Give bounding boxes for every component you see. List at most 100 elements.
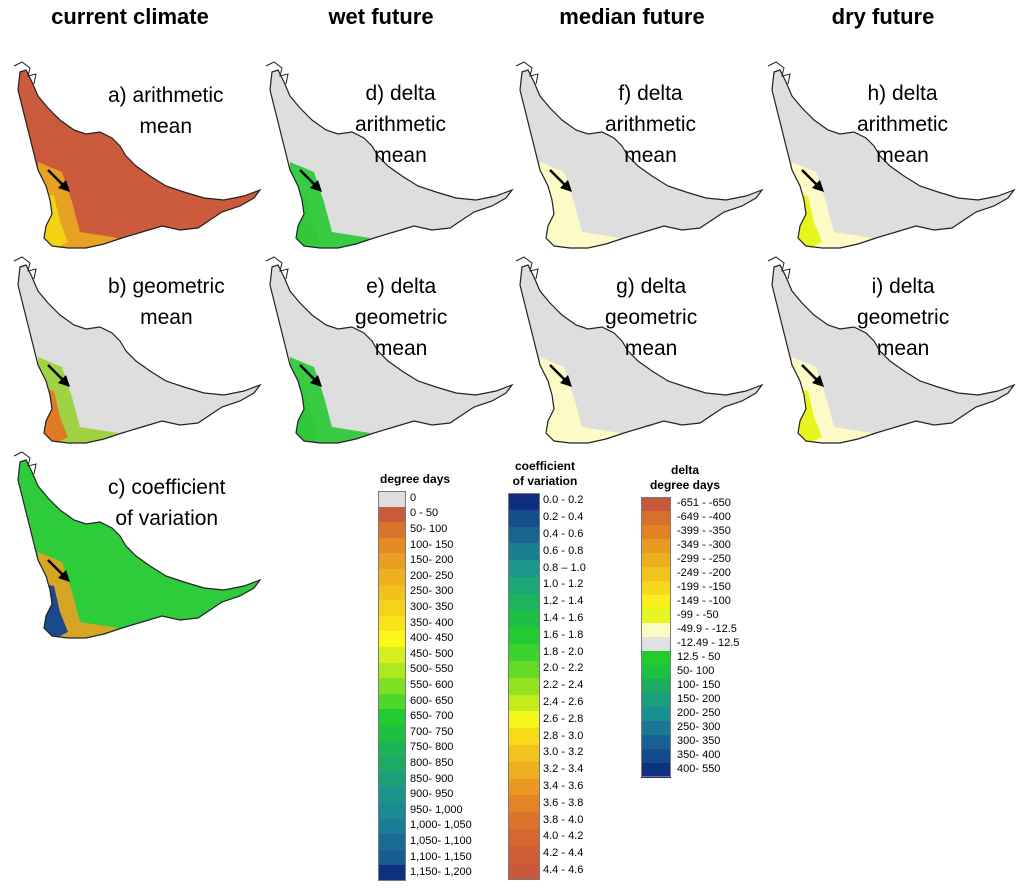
legend-label: 800- 850 xyxy=(410,757,454,769)
legend-swatch xyxy=(508,610,540,628)
coastline xyxy=(17,459,262,639)
legend-label: 150- 200 xyxy=(410,554,454,567)
legend-label: 50- 100 xyxy=(410,523,448,535)
legend-swatch xyxy=(641,693,671,708)
panel-label-line: d) delta xyxy=(365,82,436,105)
legend-label: 4.0 - 4.2 xyxy=(543,830,584,843)
legend-swatch xyxy=(508,761,540,780)
legend-label: 550- 600 xyxy=(410,679,454,691)
legend-swatch xyxy=(641,525,671,540)
legend-label: 12.5 - 50 xyxy=(677,651,721,663)
legend-title-line: degree days xyxy=(380,472,451,486)
coast-detail xyxy=(767,61,791,85)
legend-title-line: delta xyxy=(670,463,699,477)
legend-swatch xyxy=(508,778,540,796)
legend-swatch xyxy=(508,694,540,712)
map-svg-d xyxy=(265,61,514,249)
legend-swatch xyxy=(641,763,671,778)
coast-detail xyxy=(515,256,539,280)
panel-label-b: b) geometric mean xyxy=(108,271,225,333)
legend-swatch xyxy=(378,506,406,523)
coast-detail xyxy=(13,451,37,475)
panel-label-line: geometric xyxy=(857,306,950,329)
map-panel-h: h) delta arithmetic mean xyxy=(762,61,1022,252)
map-panel-f: f) delta arithmetic mean xyxy=(510,61,770,252)
legend-swatch xyxy=(641,721,671,736)
legend-swatch xyxy=(641,665,671,680)
legend-label: 50- 100 xyxy=(677,665,715,677)
legend-label: 200- 250 xyxy=(410,569,454,582)
legend-label: 150- 200 xyxy=(677,693,721,705)
legend-label: 2.0 - 2.2 xyxy=(543,662,584,675)
region-fill xyxy=(520,265,762,443)
legend-swatch xyxy=(641,707,671,722)
legend-label: 1,050- 1,100 xyxy=(410,835,472,847)
map-panel-e: e) delta geometric mean xyxy=(260,256,520,447)
legend-swatch xyxy=(508,745,540,763)
legend-label: 400- 450 xyxy=(410,632,454,645)
map-svg-b xyxy=(13,256,262,444)
legend-label: 2.4 - 2.6 xyxy=(543,696,584,708)
legend-swatch xyxy=(641,567,671,582)
panel-label-line: h) delta xyxy=(867,82,938,105)
legend-swatch xyxy=(508,493,540,511)
panel-label-line: geometric xyxy=(355,306,448,329)
legend-label: 950- 1,000 xyxy=(410,803,463,816)
panel-label-line: b) geometric xyxy=(108,275,225,298)
legend-label: 3.8 - 4.0 xyxy=(543,813,584,826)
arrow-icon xyxy=(549,169,572,192)
panel-label-line: f) delta xyxy=(618,82,683,105)
legend-title-line: degree days xyxy=(649,478,721,492)
panel-label-line: arithmetic xyxy=(857,113,949,136)
legend-title-delta-degree-days: delta degree days xyxy=(645,463,725,493)
legend-label: 300- 350 xyxy=(410,601,454,613)
panel-label-i: i) delta geometric mean xyxy=(857,271,949,364)
legend-swatch xyxy=(378,849,406,866)
legend-label: -99 - -50 xyxy=(677,609,719,621)
legend-swatch xyxy=(508,577,540,595)
legend-label: 300- 350 xyxy=(677,735,721,747)
legend-label: -149 - -100 xyxy=(677,595,731,607)
arrow-icon xyxy=(47,559,70,582)
legend-label: -299 - -250 xyxy=(677,553,731,565)
legend-swatch xyxy=(378,865,406,882)
legend-label: -349 - -300 xyxy=(677,539,731,551)
panel-label-e: e) delta geometric mean xyxy=(355,271,447,364)
legend-label: 1.0 - 1.2 xyxy=(543,578,584,591)
coast-detail xyxy=(767,256,791,280)
legend-swatch xyxy=(378,725,406,742)
panel-label-line: mean xyxy=(624,144,677,167)
legend-label: 200- 250 xyxy=(677,707,721,719)
legend-swatch xyxy=(378,584,406,601)
legend-label: -651 - -650 xyxy=(677,497,731,509)
legend-label: 750- 800 xyxy=(410,741,454,754)
legend-label: 100- 150 xyxy=(410,538,454,551)
panel-label-line: a) arithmetic xyxy=(108,84,224,107)
legend-swatch xyxy=(508,593,540,612)
legend-label: 1.8 - 2.0 xyxy=(543,645,584,658)
panel-label-d: d) delta arithmetic mean xyxy=(355,78,446,171)
legend-label: -199 - -150 xyxy=(677,581,731,593)
legend-label: 1,150- 1,200 xyxy=(410,866,472,879)
legend-swatch xyxy=(641,637,671,652)
legend-swatch xyxy=(641,749,671,764)
panel-label-line: geometric xyxy=(605,306,698,329)
legend-swatch xyxy=(508,829,540,847)
legend-label: 400- 550 xyxy=(677,763,721,775)
panel-label-line: mean xyxy=(624,337,678,360)
arrow-icon xyxy=(549,364,572,387)
legend-swatch xyxy=(641,595,671,610)
legend-swatch xyxy=(641,581,671,596)
map-panel-i: i) delta geometric mean xyxy=(762,256,1022,447)
panel-label-a: a) arithmetic mean xyxy=(108,80,224,142)
legend-label: 1.6 - 1.8 xyxy=(543,628,584,641)
legend-swatch xyxy=(508,560,540,578)
map-svg-c xyxy=(13,451,262,639)
panel-label-f: f) delta arithmetic mean xyxy=(605,78,696,171)
legend-label: 650- 700 xyxy=(410,710,454,723)
legend-label: 450- 500 xyxy=(410,647,454,660)
coastline xyxy=(771,69,1016,249)
panel-label-line: mean xyxy=(876,337,930,360)
panel-label-line: i) delta xyxy=(871,275,935,298)
panel-label-c: c) coefficient of variation xyxy=(108,472,226,534)
